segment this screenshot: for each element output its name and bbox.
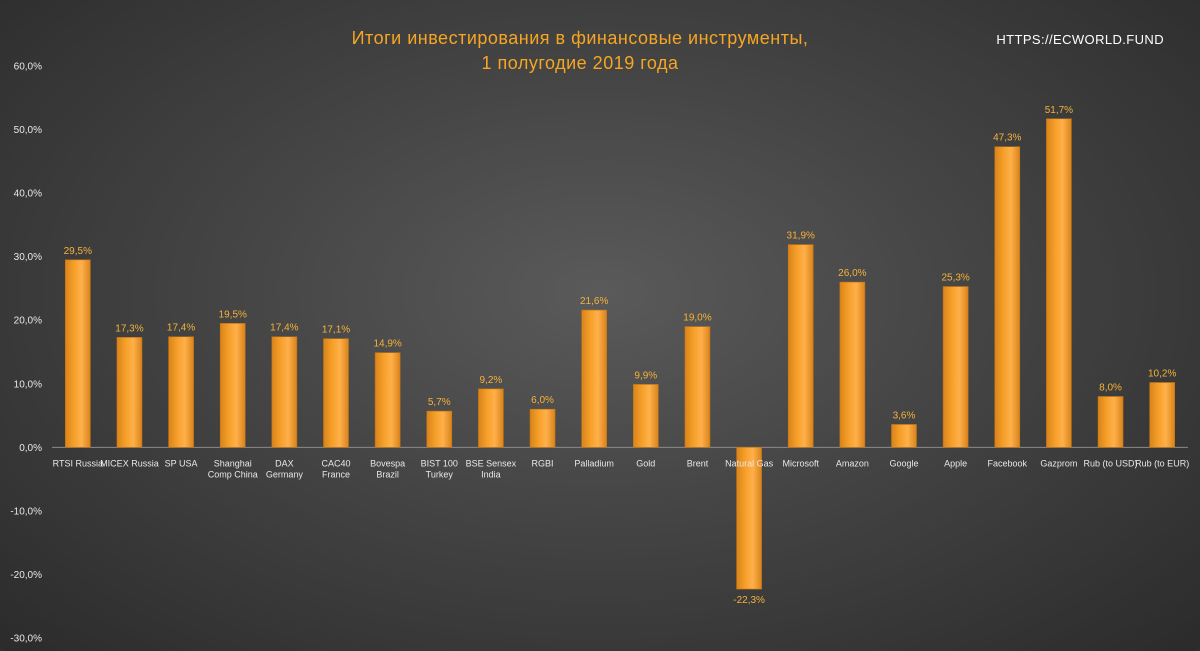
category-label: Natural Gas — [725, 458, 774, 468]
bar — [65, 259, 91, 448]
bar — [1046, 118, 1072, 448]
bar-value-label: 17,4% — [167, 323, 195, 334]
y-tick-label: 10,0% — [14, 379, 42, 390]
bar-value-label: 31,9% — [787, 231, 815, 242]
category-label: Facebook — [988, 458, 1028, 468]
category-label: Palladium — [574, 458, 614, 468]
category-label: Turkey — [426, 469, 454, 479]
category-label: Gazprom — [1040, 458, 1077, 468]
bar — [374, 352, 401, 448]
bar-value-label: 10,2% — [1148, 369, 1176, 380]
y-tick-label: -20,0% — [10, 570, 42, 581]
category-label: Gold — [636, 458, 655, 468]
y-tick-label: -10,0% — [10, 506, 42, 517]
bar-value-label: -22,3% — [733, 595, 765, 606]
bar-value-label: 47,3% — [993, 133, 1021, 144]
bar — [942, 286, 969, 448]
bar — [787, 244, 814, 448]
bar-value-label: 6,0% — [531, 395, 554, 406]
bar — [168, 336, 194, 448]
category-label: Bovespa — [370, 458, 405, 468]
bar — [116, 337, 143, 448]
category-label: Germany — [266, 469, 304, 479]
bar-value-label: 9,2% — [480, 375, 503, 386]
y-tick-label: 0,0% — [19, 443, 42, 454]
bar — [1097, 396, 1124, 448]
chart-title-line1: Итоги инвестирования в финансовые инстру… — [351, 28, 809, 48]
category-label: Shanghai — [214, 458, 252, 468]
bar-value-label: 14,9% — [373, 339, 401, 350]
category-label: Amazon — [836, 458, 869, 468]
bar-value-label: 19,0% — [683, 313, 711, 324]
bar — [529, 408, 556, 448]
category-label: Google — [889, 458, 918, 468]
chart-title: Итоги инвестирования в финансовые инстру… — [230, 26, 930, 76]
category-label: France — [322, 469, 350, 479]
bar-value-label: 17,1% — [322, 325, 350, 336]
bar — [581, 309, 607, 448]
bar-value-label: 26,0% — [838, 268, 866, 279]
chart-title-line2: 1 полугодие 2019 года — [481, 53, 679, 73]
bar-value-label: 9,9% — [634, 370, 657, 381]
bar-value-label: 3,6% — [893, 410, 916, 421]
category-label: India — [481, 469, 501, 479]
category-label: Rub (to EUR) — [1135, 458, 1189, 468]
bar-value-label: 29,5% — [64, 246, 92, 257]
bar-value-label: 5,7% — [428, 397, 451, 408]
bar-value-label: 19,5% — [219, 309, 247, 320]
category-label: RTSI Russia — [53, 458, 103, 468]
bar-value-label: 51,7% — [1045, 105, 1073, 116]
bar — [1149, 382, 1175, 448]
bar — [271, 336, 298, 448]
bar-value-label: 17,3% — [115, 323, 143, 334]
bar — [839, 281, 866, 448]
bar-value-label: 25,3% — [941, 273, 969, 284]
category-label: BIST 100 — [421, 458, 458, 468]
category-label: Brent — [687, 458, 709, 468]
y-tick-label: 20,0% — [14, 316, 42, 327]
y-tick-label: 50,0% — [14, 125, 42, 136]
category-label: Comp China — [208, 469, 258, 479]
category-label: SP USA — [165, 458, 198, 468]
bar — [684, 326, 711, 448]
bar — [478, 388, 504, 448]
bar — [426, 410, 453, 448]
bar — [891, 424, 917, 448]
y-tick-label: -30,0% — [10, 634, 42, 645]
y-tick-label: 30,0% — [14, 252, 42, 263]
bar-value-label: 21,6% — [580, 296, 608, 307]
category-label: Rub (to USD) — [1084, 458, 1138, 468]
bar — [219, 323, 246, 448]
bar — [736, 447, 762, 590]
category-label: RGBI — [532, 458, 554, 468]
bar-value-label: 17,4% — [270, 323, 298, 334]
y-tick-label: 60,0% — [14, 62, 42, 73]
bar-value-label: 8,0% — [1099, 382, 1122, 393]
category-label: MICEX Russia — [100, 458, 159, 468]
category-label: Microsoft — [782, 458, 819, 468]
bar — [323, 338, 349, 448]
category-label: Brazil — [376, 469, 399, 479]
category-label: CAC40 — [321, 458, 350, 468]
bar — [633, 384, 659, 448]
y-tick-label: 40,0% — [14, 189, 42, 200]
category-label: Apple — [944, 458, 967, 468]
bar — [994, 146, 1021, 448]
category-label: DAX — [275, 458, 294, 468]
site-watermark: HTTPS://ECWORLD.FUND — [996, 32, 1164, 47]
category-label: BSE Sensex — [466, 458, 517, 468]
